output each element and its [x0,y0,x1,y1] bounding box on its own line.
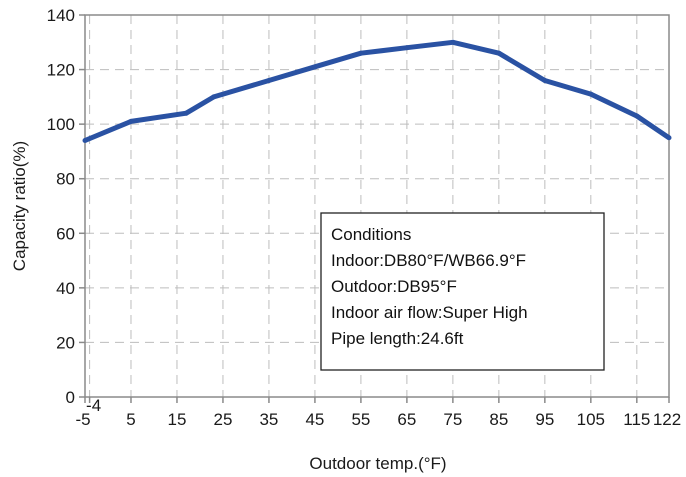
y-tick-label: 20 [56,333,75,352]
series-point [496,50,502,56]
capacity-ratio-series-line [84,39,671,143]
x-axis-label: Outdoor temp.(°F) [309,454,446,473]
x-tick-label: 45 [305,410,324,429]
x-tick-label: -4 [86,396,101,415]
y-tick-label: 60 [56,224,75,243]
conditions-box [320,212,605,371]
plot-area-frame [84,14,670,398]
y-tick-label: 140 [47,6,75,25]
axis-ticks: 0 20 40 60 80 100 120 140 -5-4 5 15 25 35 45 55 65 75 85 9… [47,6,682,429]
conditions-air-flow: Indoor air flow:Super High [331,303,528,322]
y-tick-label: 120 [47,61,75,80]
series-point [312,64,318,70]
y-axis-label: Capacity ratio(%) [10,141,29,271]
conditions-pipe-length: Pipe length:24.6ft [331,329,464,348]
y-tick-label: 80 [56,170,75,189]
conditions-outdoor: Outdoor:DB95°F [331,277,457,296]
conditions-indoor: Indoor:DB80°F/WB66.9°F [331,251,526,270]
x-tick-label: 65 [397,410,416,429]
x-tick-label: 122 [653,410,681,429]
y-tick-label: 100 [47,115,75,134]
series-point [666,135,672,141]
x-tick-label: 95 [535,410,554,429]
y-tick-label: 40 [56,279,75,298]
x-tick-label: 15 [168,410,187,429]
x-tick-label: 85 [489,410,508,429]
conditions-title: Conditions [331,225,411,244]
y-tick-label: 0 [66,388,75,407]
series-point [82,138,88,144]
conditions-annotation: Conditions Indoor:DB80°F/WB66.9°F Outdoo… [320,212,605,371]
x-tick-label: 55 [351,410,370,429]
x-tick-label: -5 [75,410,90,429]
x-tick-label: 75 [443,410,462,429]
x-tick-label: 105 [577,410,605,429]
x-tick-label: 5 [126,410,135,429]
series-point [634,113,640,119]
series-point [404,45,410,51]
x-tick-label: 25 [213,410,232,429]
x-tick-label: 115 [623,410,650,429]
series-point [266,77,272,83]
series-point [183,110,189,116]
series-point [128,118,134,124]
series-point [358,50,364,56]
series-point [450,39,456,45]
x-tick-label: 35 [259,410,278,429]
series-point [542,77,548,83]
series-point [211,94,217,100]
series-layer [82,39,672,144]
series-point [588,91,594,97]
